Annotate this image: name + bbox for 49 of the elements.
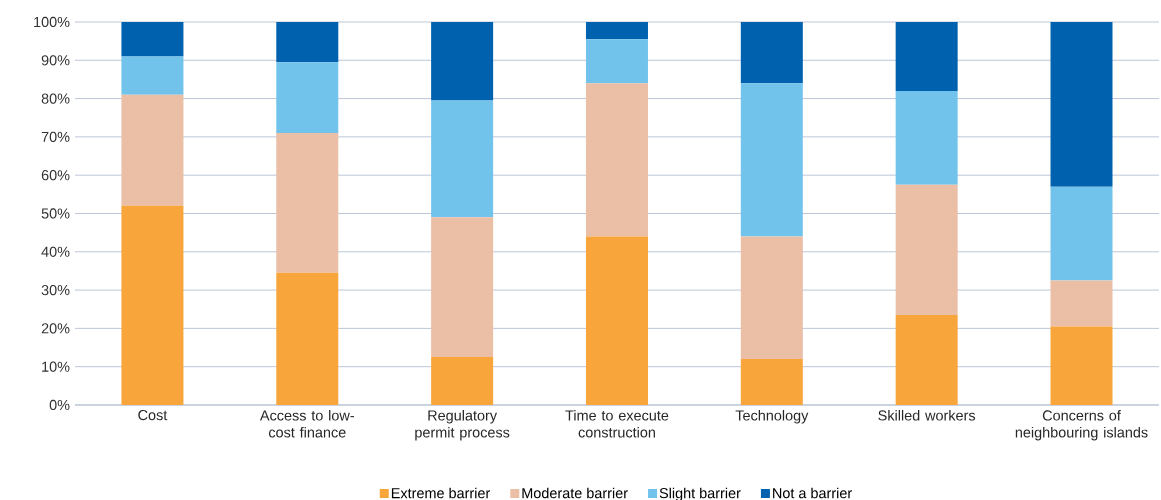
bar: [276, 62, 339, 134]
bar: [121, 205, 184, 405]
bar: [1050, 186, 1113, 281]
bar: [121, 21, 184, 57]
y-tick-label: 0%: [49, 399, 70, 411]
bar: [276, 21, 339, 63]
x-tick-label: Regulatory permit process: [415, 410, 510, 441]
bar: [431, 217, 494, 358]
bar: [431, 21, 494, 101]
bar: [740, 359, 803, 405]
bar: [895, 184, 958, 315]
bar: [1050, 326, 1113, 405]
bar: [121, 56, 184, 95]
bar: [585, 83, 648, 237]
bar: [121, 94, 184, 206]
y-tick-label: 40%: [41, 246, 70, 257]
bar: [585, 236, 648, 405]
bar: [740, 236, 803, 360]
bar: [276, 272, 339, 405]
bar: [1050, 280, 1113, 327]
bar: [276, 133, 339, 273]
x-tick-label: Time to execute construction: [565, 410, 669, 438]
y-tick-label: 90%: [41, 55, 70, 66]
bar: [585, 39, 648, 84]
y-tick-label: 50%: [41, 208, 70, 219]
y-tick-label: 100%: [34, 16, 70, 28]
legend-label: Extreme barrier: [391, 487, 491, 499]
x-tick-label: Access to low-cost finance: [259, 410, 354, 438]
bar: [740, 21, 803, 84]
y-tick-label: 70%: [41, 131, 70, 142]
y-tick-label: 10%: [42, 361, 70, 372]
x-tick-label: Skilled workers: [878, 410, 976, 421]
legend-label: Not a barrier: [773, 487, 852, 499]
y-tick-label: 20%: [41, 323, 70, 334]
y-tick-label: 30%: [41, 284, 70, 296]
bar: [740, 83, 803, 237]
x-tick-label: Cost: [138, 409, 168, 421]
y-tick-label: 60%: [41, 170, 70, 181]
y-tick-label: 80%: [41, 93, 70, 104]
x-tick-label: Technology: [735, 410, 809, 424]
bar: [895, 90, 958, 185]
legend-label: Moderate barrier: [522, 487, 628, 499]
bar: [1050, 21, 1113, 187]
bar: [895, 21, 958, 91]
bar: [431, 357, 494, 405]
bar: [895, 314, 958, 405]
bar: [585, 21, 648, 40]
x-tick-label: Concerns of neighbouring islands: [1015, 410, 1148, 441]
bar: [431, 100, 494, 218]
